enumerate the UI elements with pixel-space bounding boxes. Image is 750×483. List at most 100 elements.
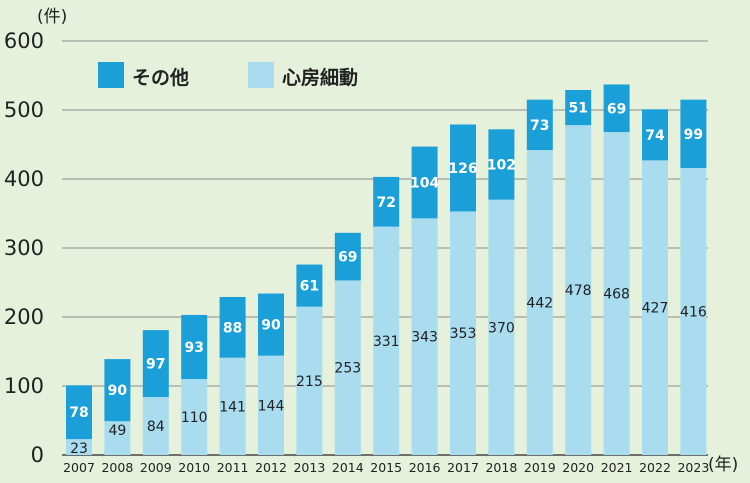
x-tick-label: 2018: [485, 460, 517, 475]
data-label-other: 97: [146, 357, 165, 373]
data-label-atrial-fibrillation: 478: [565, 283, 592, 299]
legend-label: 心房細動: [282, 66, 358, 89]
x-tick-label: 2010: [178, 460, 210, 475]
data-label-atrial-fibrillation: 442: [526, 296, 553, 312]
data-label-atrial-fibrillation: 468: [603, 287, 630, 303]
bar-atrial-fibrillation: [680, 167, 707, 455]
bar-atrial-fibrillation: [334, 280, 361, 455]
data-label-atrial-fibrillation: 416: [680, 304, 707, 320]
x-tick-label: 2008: [101, 460, 133, 475]
data-label-other: 99: [684, 127, 703, 143]
data-label-atrial-fibrillation: 343: [411, 330, 438, 346]
data-label-other: 126: [448, 161, 477, 177]
x-tick-label: 2017: [447, 460, 479, 475]
x-axis-ticks: 2007 2008 2009 2010 2011 2012 2013 2014 2015 2016…: [63, 460, 709, 475]
bar-other: [296, 264, 323, 307]
y-axis-ticks: 0 100 200 300 400 500 600: [4, 29, 44, 467]
x-axis-unit: (年): [708, 455, 738, 475]
bar-atrial-fibrillation: [142, 397, 169, 455]
bar-atrial-fibrillation: [488, 199, 515, 455]
data-label-other: 104: [410, 175, 439, 191]
bar-other: [181, 314, 208, 380]
bar-other: [66, 385, 92, 440]
x-tick-label: 2021: [601, 460, 633, 475]
data-label-atrial-fibrillation: 215: [296, 374, 323, 390]
data-label-other: 102: [487, 158, 516, 174]
data-label-other: 90: [108, 383, 128, 399]
bar-atrial-fibrillation: [181, 379, 208, 455]
data-label-atrial-fibrillation: 427: [642, 301, 669, 317]
data-label-atrial-fibrillation: 353: [450, 326, 477, 342]
data-label-other: 90: [261, 318, 281, 334]
data-label-atrial-fibrillation: 331: [373, 334, 400, 350]
bar-atrial-fibrillation: [411, 218, 438, 455]
data-label-atrial-fibrillation: 144: [258, 398, 285, 414]
x-tick-label: 2009: [140, 460, 172, 475]
legend-swatch: [98, 62, 124, 88]
y-axis-unit: (件): [37, 7, 67, 27]
y-tick-label: 400: [4, 167, 44, 191]
bar-other: [488, 129, 515, 200]
x-tick-label: 2014: [332, 460, 364, 475]
bar-atrial-fibrillation: [296, 306, 323, 455]
bar-atrial-fibrillation: [373, 226, 400, 455]
data-label-atrial-fibrillation: 110: [181, 410, 208, 426]
data-label-other: 74: [645, 128, 665, 144]
bar-atrial-fibrillation: [450, 211, 476, 455]
bar-other: [334, 232, 361, 281]
bar-other: [680, 99, 707, 168]
x-tick-label: 2020: [562, 460, 594, 475]
bar-other: [373, 176, 400, 227]
data-label-other: 93: [184, 340, 203, 356]
bar-atrial-fibrillation: [526, 150, 553, 455]
data-label-atrial-fibrillation: 370: [488, 320, 515, 336]
data-label-other: 78: [69, 405, 88, 421]
y-tick-label: 600: [4, 29, 44, 53]
x-tick-label: 2019: [524, 460, 556, 475]
bar-other: [642, 109, 668, 161]
bar-other: [450, 124, 476, 212]
bar-other: [142, 330, 169, 398]
bar-atrial-fibrillation: [104, 421, 131, 455]
bar-other: [258, 293, 284, 356]
x-tick-label: 2012: [255, 460, 287, 475]
data-label-atrial-fibrillation: 141: [219, 399, 246, 415]
bar-other: [526, 99, 553, 151]
y-tick-label: 500: [4, 98, 44, 122]
bar-atrial-fibrillation: [642, 160, 668, 455]
data-label-other: 72: [376, 195, 395, 211]
bar-atrial-fibrillation: [66, 439, 92, 455]
x-tick-label: 2011: [217, 460, 249, 475]
y-tick-label: 100: [4, 374, 44, 398]
data-label-other: 69: [607, 101, 626, 117]
y-tick-label: 0: [31, 443, 44, 467]
y-tick-label: 300: [4, 236, 44, 260]
y-tick-label: 200: [4, 305, 44, 329]
data-label-atrial-fibrillation: 49: [108, 423, 126, 439]
legend-swatch: [248, 62, 274, 88]
x-tick-label: 2007: [63, 460, 95, 475]
bar-atrial-fibrillation: [219, 357, 246, 455]
bar-atrial-fibrillation: [565, 125, 592, 456]
bar-atrial-fibrillation: [258, 355, 284, 455]
data-label-atrial-fibrillation: 84: [147, 419, 165, 435]
bar-other: [603, 84, 630, 133]
x-tick-label: 2022: [639, 460, 671, 475]
x-tick-label: 2016: [409, 460, 441, 475]
x-tick-label: 2015: [370, 460, 402, 475]
data-label-other: 73: [530, 118, 549, 134]
legend-label: その他: [132, 66, 189, 89]
x-tick-label: 2013: [293, 460, 325, 475]
data-label-atrial-fibrillation: 253: [334, 361, 361, 377]
data-label-other: 88: [223, 320, 242, 336]
bars: 78 23 90 49 97 84 93 110 88 141 90 144 61 215 69 253 72 3…: [66, 84, 707, 457]
bar-other: [411, 146, 438, 219]
bar-other: [104, 359, 131, 422]
x-tick-label: 2023: [677, 460, 709, 475]
bar-other: [219, 296, 246, 358]
data-label-other: 69: [338, 250, 357, 266]
data-label-other: 61: [300, 279, 319, 295]
bar-atrial-fibrillation: [603, 132, 630, 455]
bar-other: [565, 89, 592, 126]
